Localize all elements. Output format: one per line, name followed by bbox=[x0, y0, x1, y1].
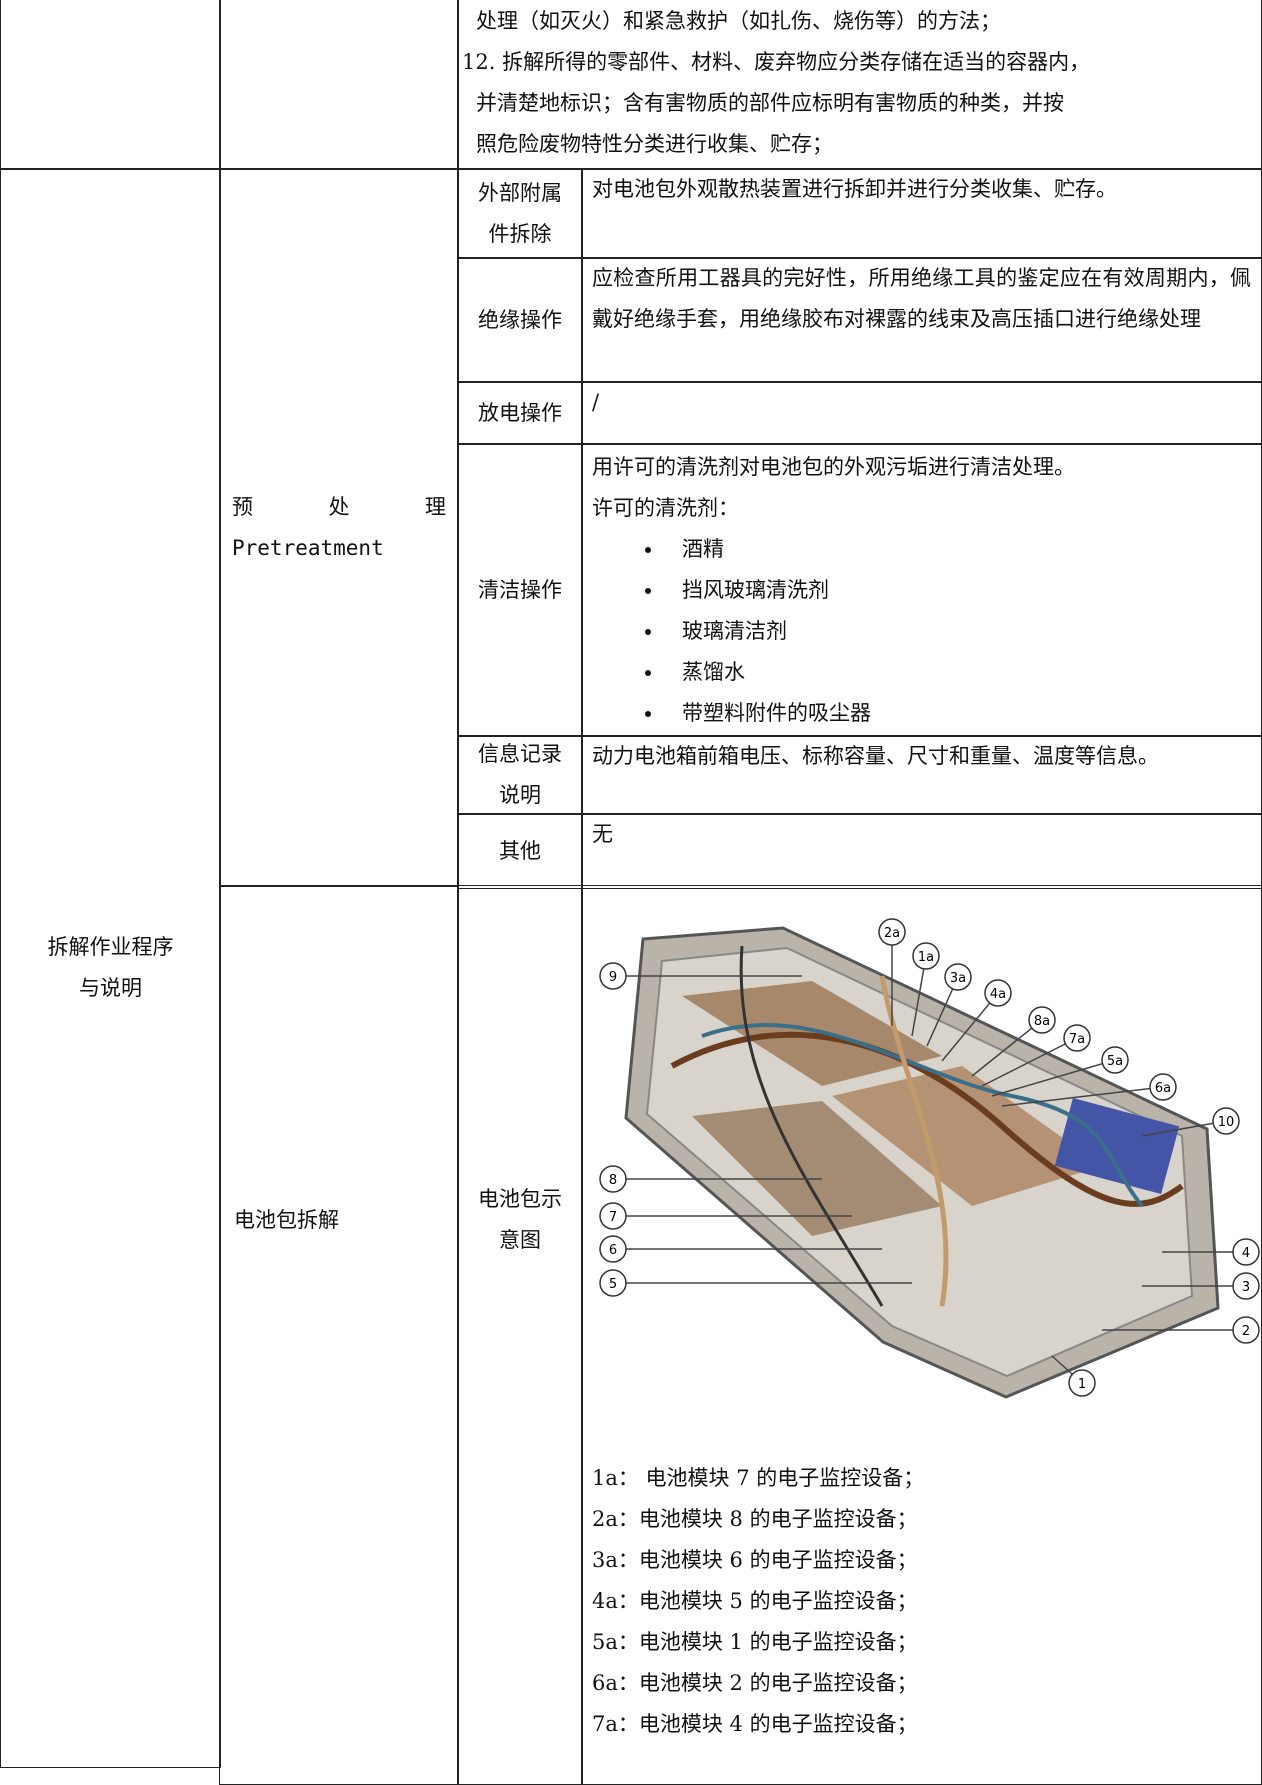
callout-circle bbox=[1232, 1316, 1260, 1344]
callout-label: 1 bbox=[1078, 1377, 1086, 1392]
callout-label: 5 bbox=[609, 1277, 617, 1292]
cell bbox=[219, 0, 459, 170]
legend-item: 3a：电池模块 6 的电子监控设备； bbox=[592, 1548, 918, 1572]
callout-label: 1a bbox=[918, 950, 934, 965]
bms-box bbox=[1054, 1097, 1180, 1195]
cell: 处理（如灭火）和紧急救护（如扎伤、烧伤等）的方法； 12. 拆解所得的零部件、材… bbox=[457, 0, 1262, 170]
callout-circle bbox=[1068, 1369, 1096, 1397]
step-content: / bbox=[581, 381, 1262, 445]
text-line: 12. 拆解所得的零部件、材料、废弃物应分类存储在适当的容器内， bbox=[462, 50, 1091, 74]
bullet-item: 酒精 bbox=[664, 529, 1251, 570]
cell bbox=[0, 0, 221, 170]
callout-circle bbox=[599, 1165, 627, 1193]
text: Pretreatment bbox=[232, 535, 384, 560]
callout-label: 2 bbox=[1242, 1324, 1250, 1339]
step-label: 信息记录说明 bbox=[457, 735, 583, 815]
step-label: 放电操作 bbox=[457, 381, 583, 445]
cell: 9 2a 1a 3a 4a 8a 7a 5a 6a 10 8 7 6 5 4 3 2 1 1a： 电池模块 7 的… bbox=[581, 885, 1262, 1785]
callout-label: 10 bbox=[1218, 1115, 1235, 1130]
callout-label: 5a bbox=[1107, 1054, 1123, 1069]
callout-label: 9 bbox=[609, 970, 617, 985]
legend: 1a： 电池模块 7 的电子监控设备； 2a：电池模块 8 的电子监控设备； 3a：… bbox=[592, 1458, 924, 1745]
callout-label: 3a bbox=[950, 971, 966, 986]
group-label: 预 处 理 Pretreatment bbox=[219, 168, 459, 887]
module bbox=[832, 1066, 1102, 1206]
leader-line bbox=[941, 992, 999, 1062]
callout-circle bbox=[1028, 1006, 1056, 1034]
callout-label: 7 bbox=[609, 1210, 617, 1225]
text-line: 处理（如灭火）和紧急救护（如扎伤、烧伤等）的方法； bbox=[476, 9, 1001, 33]
callout-circle bbox=[1212, 1107, 1240, 1135]
step-label: 清洁操作 bbox=[457, 443, 583, 737]
text: 应检查所用工器具的完好性，所用绝缘工具的鉴定应在有效周期内，佩戴好绝缘手套，用绝… bbox=[592, 266, 1251, 331]
legend-item: 5a：电池模块 1 的电子监控设备； bbox=[592, 1630, 918, 1654]
step-content: 用许可的清洗剂对电池包的外观污垢进行清洁处理。许可的清洗剂： 酒精挡风玻璃清洗剂玻… bbox=[581, 443, 1262, 737]
step-label: 外部附属件拆除 bbox=[457, 168, 583, 259]
callout-circle bbox=[1101, 1046, 1129, 1074]
callout-label: 8a bbox=[1034, 1014, 1050, 1029]
battery-diagram: 9 2a 1a 3a 4a 8a 7a 5a 6a 10 8 7 6 5 4 3 2 1 bbox=[599, 918, 1260, 1399]
leader-line bbox=[1001, 1086, 1164, 1107]
bullet-item: 玻璃清洁剂 bbox=[664, 611, 1251, 652]
callout-label: 3 bbox=[1242, 1280, 1250, 1295]
callout-circle bbox=[1232, 1238, 1260, 1266]
cable bbox=[670, 1031, 1184, 1207]
leader-line bbox=[1141, 1120, 1227, 1137]
bullet-item: 带塑料附件的吸尘器 bbox=[664, 693, 1251, 734]
legend-item: 2a：电池模块 8 的电子监控设备； bbox=[592, 1507, 918, 1531]
legend-item: 4a：电池模块 5 的电子监控设备； bbox=[592, 1589, 918, 1613]
callout-label: 4 bbox=[1242, 1246, 1250, 1261]
step-label: 其他 bbox=[457, 813, 583, 889]
step-content: 动力电池箱前箱电压、标称容量、尺寸和重量、温度等信息。 bbox=[581, 735, 1262, 815]
callout-circle bbox=[1232, 1272, 1260, 1300]
bullet-list: 酒精挡风玻璃清洗剂玻璃清洁剂蒸馏水带塑料附件的吸尘器 bbox=[592, 529, 1251, 734]
text: 许可的清洗剂： bbox=[592, 495, 739, 520]
leader-line bbox=[971, 1019, 1043, 1077]
callout-circle bbox=[599, 1202, 627, 1230]
step-content: 应检查所用工器具的完好性，所用绝缘工具的鉴定应在有效周期内，佩戴好绝缘手套，用绝… bbox=[581, 257, 1262, 383]
text-line: 并清楚地标识；含有害物质的部件应标明有害物质的种类，并按 bbox=[476, 91, 1064, 115]
callout-circle bbox=[878, 918, 906, 946]
callout-circle bbox=[912, 942, 940, 970]
text: 用许可的清洗剂对电池包的外观污垢进行清洁处理。 bbox=[592, 454, 1075, 479]
cable bbox=[739, 945, 884, 1307]
module bbox=[692, 1101, 942, 1236]
cable bbox=[701, 1023, 1144, 1208]
callout-label: 2a bbox=[884, 926, 900, 941]
legend-item: 1a： 电池模块 7 的电子监控设备； bbox=[592, 1466, 925, 1490]
group-label: 电池包拆解 bbox=[219, 885, 459, 1785]
callout-label: 6 bbox=[609, 1243, 617, 1258]
leader-line bbox=[991, 1059, 1116, 1097]
callout-circle bbox=[944, 963, 972, 991]
text: 对电池包外观散热装置进行拆卸并进行分类收集、贮存。 bbox=[592, 177, 1117, 201]
text: 预 处 理 bbox=[232, 494, 446, 519]
step-content: 无 bbox=[581, 813, 1262, 889]
callout-circle bbox=[599, 1235, 627, 1263]
callout-label: 8 bbox=[609, 1173, 617, 1188]
legend-item: 6a：电池模块 2 的电子监控设备； bbox=[592, 1671, 918, 1695]
callout-circle bbox=[1149, 1073, 1177, 1101]
bullet-item: 挡风玻璃清洗剂 bbox=[664, 570, 1251, 611]
step-label: 电池包示意图 bbox=[457, 885, 583, 1785]
callout-circle bbox=[599, 962, 627, 990]
step-content: 对电池包外观散热装置进行拆卸并进行分类收集、贮存。 bbox=[581, 168, 1262, 259]
text-line: 照危险废物特性分类进行收集、贮存； bbox=[476, 132, 833, 156]
leader-line bbox=[981, 1037, 1078, 1087]
text: / bbox=[592, 390, 600, 414]
bullet-item: 蒸馏水 bbox=[664, 652, 1251, 693]
text: 动力电池箱前箱电压、标称容量、尺寸和重量、温度等信息。 bbox=[592, 744, 1159, 768]
legend-item: 7a：电池模块 4 的电子监控设备； bbox=[592, 1712, 918, 1736]
callout-circle bbox=[984, 979, 1012, 1007]
callout-label: 4a bbox=[990, 987, 1006, 1002]
callout-label: 6a bbox=[1155, 1081, 1171, 1096]
callout-label: 7a bbox=[1069, 1032, 1085, 1047]
text: 无 bbox=[592, 822, 613, 846]
callout-circle bbox=[1063, 1024, 1091, 1052]
callout-circle bbox=[599, 1269, 627, 1297]
step-label: 绝缘操作 bbox=[457, 257, 583, 383]
section-label: 拆解作业程序与说明 bbox=[0, 168, 221, 1768]
